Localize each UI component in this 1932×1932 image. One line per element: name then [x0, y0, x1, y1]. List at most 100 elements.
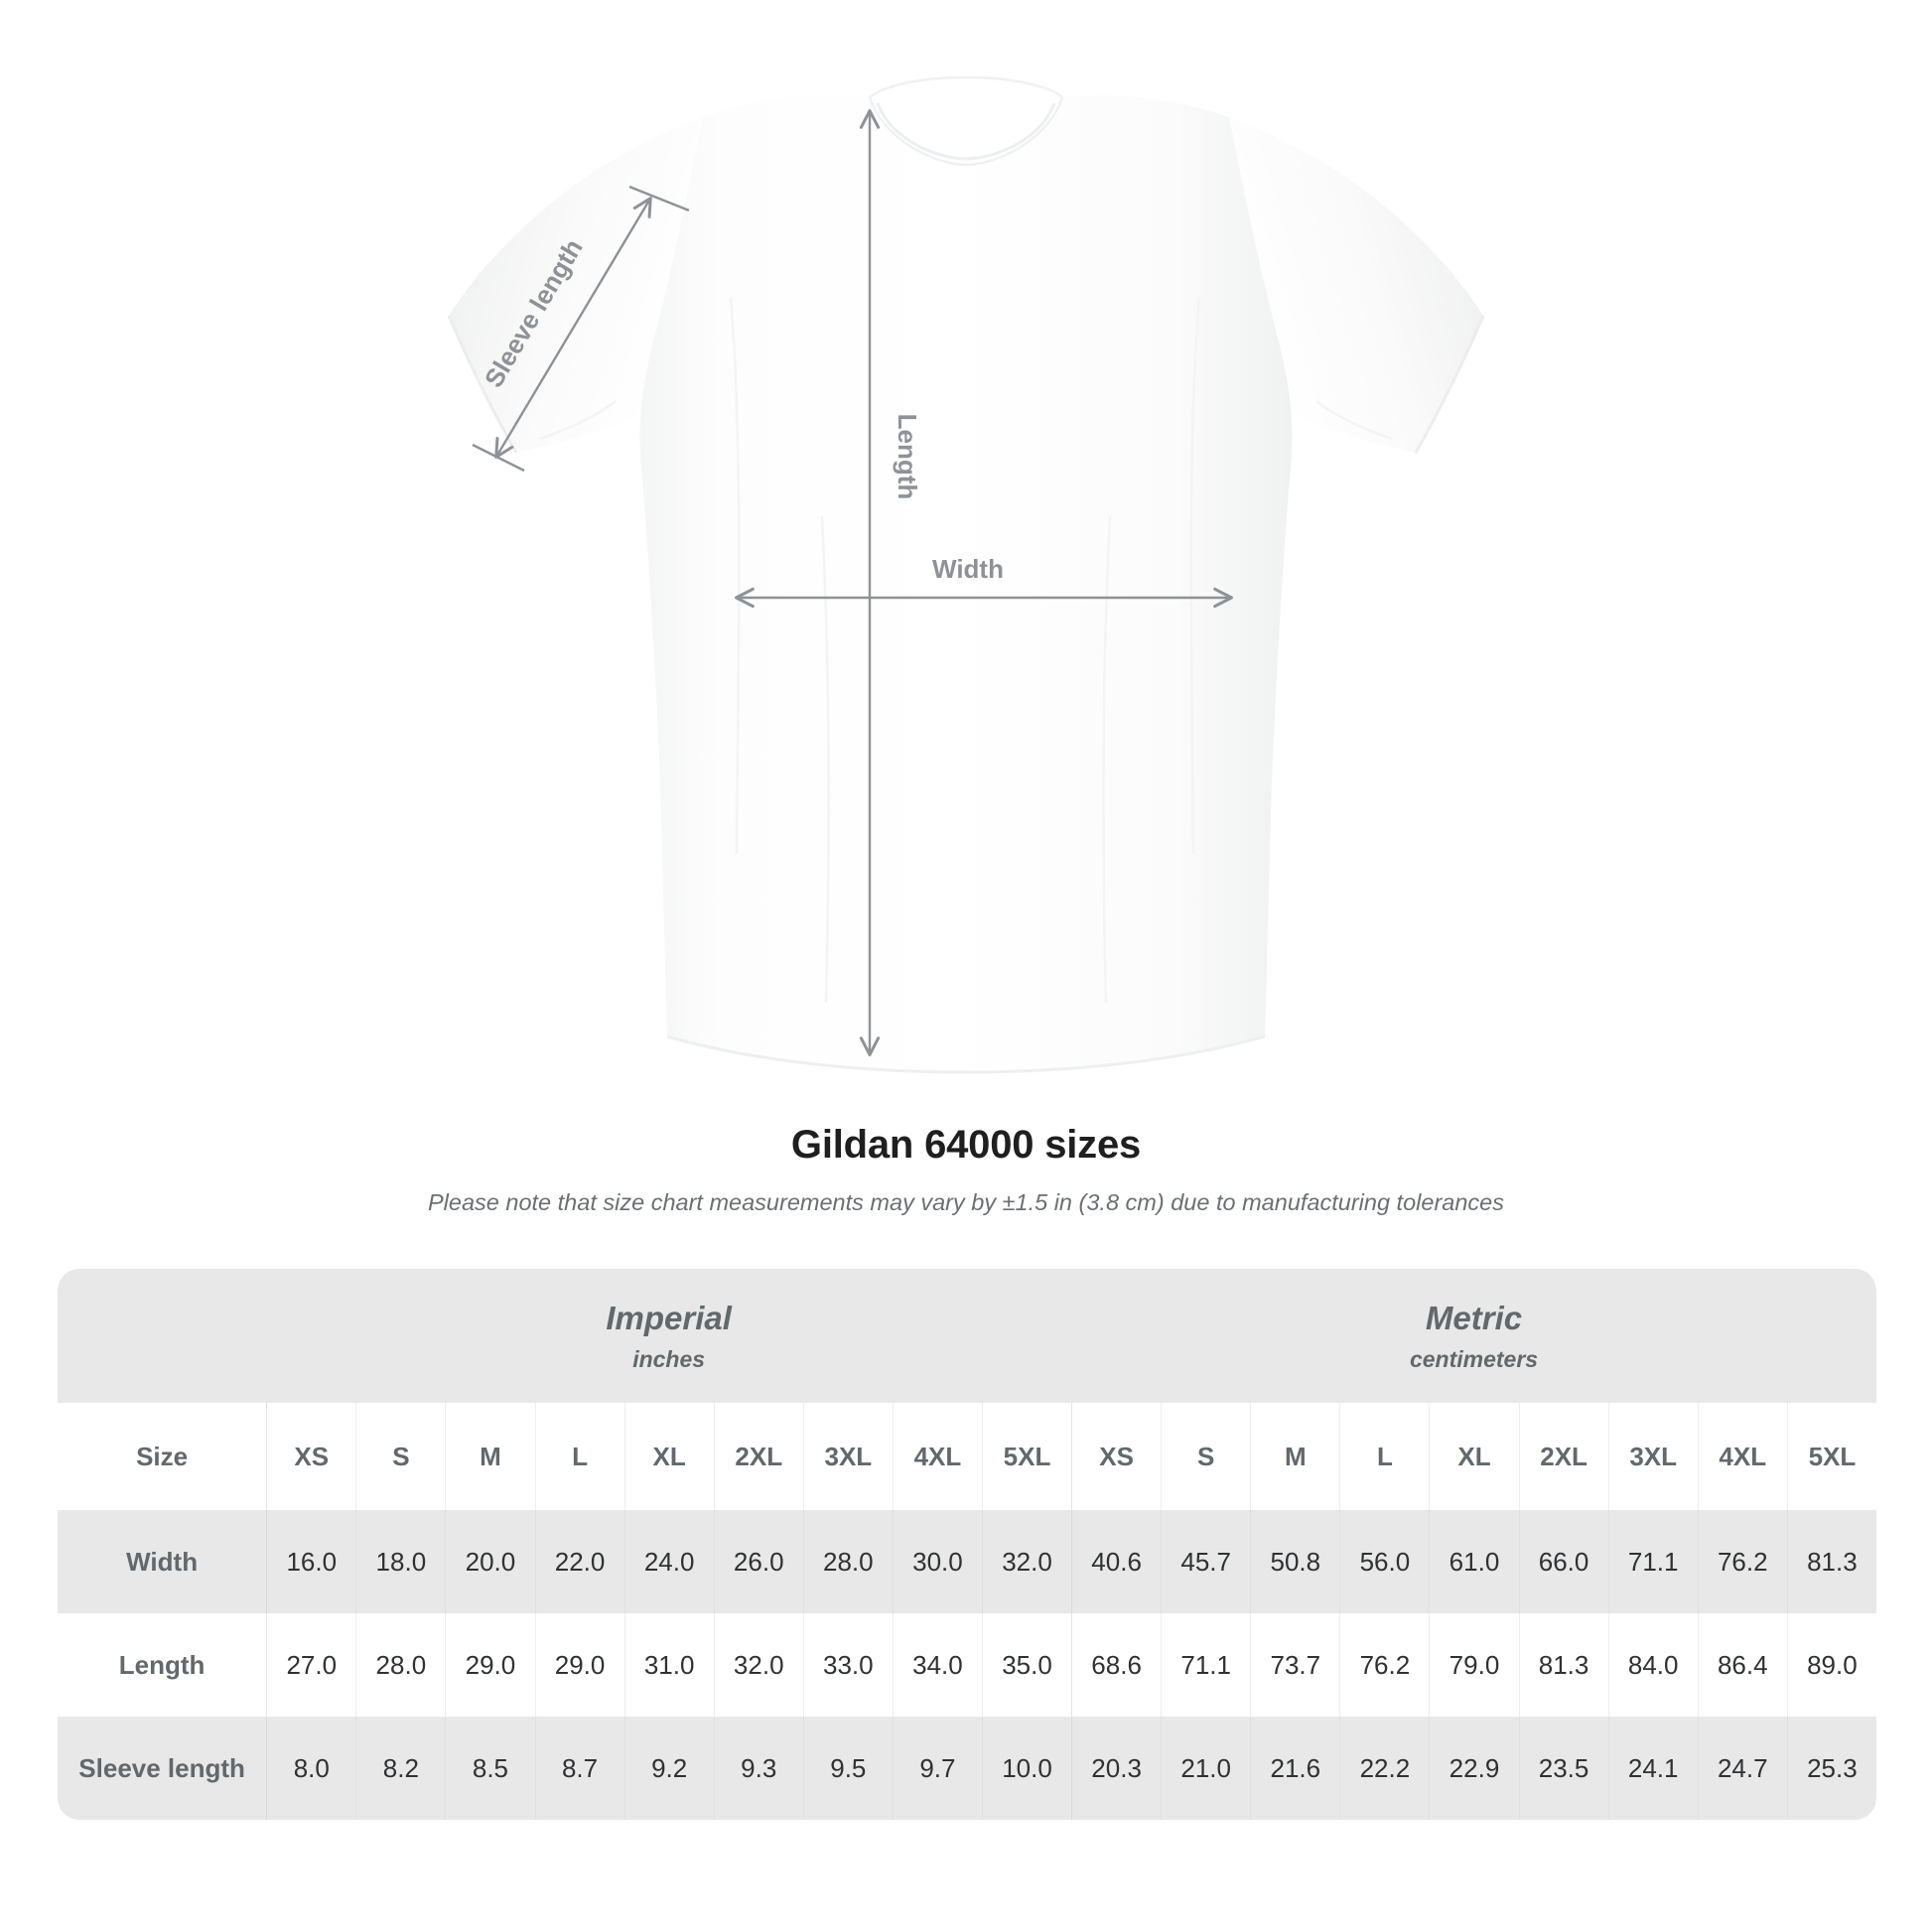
cell-length-imperial-m: 29.0 — [445, 1613, 535, 1717]
cell-sleeve-metric-xl: 22.9 — [1429, 1717, 1519, 1820]
cell-sleeve-metric-m: 21.6 — [1250, 1717, 1340, 1820]
row-label-sleeve-length: Sleeve length — [58, 1717, 267, 1820]
size-header-imperial-5xl: 5XL — [981, 1403, 1072, 1510]
cell-width-imperial-5xl: 32.0 — [981, 1510, 1072, 1613]
cell-sleeve-metric-l: 22.2 — [1339, 1717, 1430, 1820]
cell-width-metric-4xl: 76.2 — [1697, 1510, 1787, 1613]
cell-width-imperial-l: 22.0 — [534, 1510, 624, 1613]
size-table: Imperial inches Metric centimeters Size … — [58, 1269, 1876, 1820]
unit-sub-metric: centimeters — [1409, 1345, 1539, 1372]
cell-length-metric-xs: 68.6 — [1071, 1613, 1162, 1717]
table-row-sleeve-length: Sleeve length 8.0 8.2 8.5 8.7 9.2 9.3 9.… — [58, 1717, 1876, 1820]
cell-sleeve-imperial-5xl: 10.0 — [981, 1717, 1072, 1820]
cell-length-imperial-xl: 31.0 — [623, 1613, 714, 1717]
cell-length-imperial-xs: 27.0 — [266, 1613, 356, 1717]
cell-width-imperial-4xl: 30.0 — [892, 1510, 982, 1613]
cell-width-metric-xs: 40.6 — [1071, 1510, 1162, 1613]
size-header-metric-4xl: 4XL — [1697, 1403, 1787, 1510]
cell-sleeve-metric-5xl: 25.3 — [1786, 1717, 1876, 1820]
table-row-width: Width 16.0 18.0 20.0 22.0 24.0 26.0 28.0… — [58, 1510, 1876, 1613]
sleeve-guide-line — [496, 199, 650, 457]
size-header-metric-3xl: 3XL — [1607, 1403, 1698, 1510]
unit-header-metric: Metric centimeters — [1071, 1269, 1876, 1403]
cell-sleeve-metric-xs: 20.3 — [1071, 1717, 1162, 1820]
cell-length-metric-3xl: 84.0 — [1607, 1613, 1698, 1717]
page-title: Gildan 64000 sizes — [790, 1123, 1142, 1167]
row-label-width: Width — [58, 1510, 267, 1613]
cell-sleeve-metric-s: 21.0 — [1161, 1717, 1251, 1820]
cell-length-metric-xl: 79.0 — [1429, 1613, 1519, 1717]
cell-sleeve-metric-4xl: 24.7 — [1697, 1717, 1787, 1820]
row-label-length: Length — [58, 1613, 267, 1717]
cell-length-metric-m: 73.7 — [1250, 1613, 1340, 1717]
cell-width-metric-xl: 61.0 — [1429, 1510, 1519, 1613]
sleeve-tick-bottom — [472, 443, 525, 473]
cell-width-metric-5xl: 81.3 — [1786, 1510, 1876, 1613]
cell-width-metric-2xl: 66.0 — [1518, 1510, 1608, 1613]
cell-width-imperial-s: 18.0 — [355, 1510, 446, 1613]
unit-header-imperial: Imperial inches — [266, 1269, 1072, 1403]
cell-length-metric-5xl: 89.0 — [1786, 1613, 1876, 1717]
size-table-container: Imperial inches Metric centimeters Size … — [58, 1269, 1876, 1820]
cell-length-imperial-4xl: 34.0 — [892, 1613, 982, 1717]
measurement-guides — [472, 111, 1231, 1054]
cell-width-metric-3xl: 71.1 — [1607, 1510, 1698, 1613]
size-header-imperial-m: M — [445, 1403, 535, 1510]
size-header-imperial-l: L — [534, 1403, 624, 1510]
tolerance-note: Please note that size chart measurements… — [428, 1189, 1504, 1215]
size-header-metric-5xl: 5XL — [1786, 1403, 1876, 1510]
table-row-length: Length 27.0 28.0 29.0 29.0 31.0 32.0 33.… — [58, 1613, 1876, 1717]
cell-sleeve-imperial-4xl: 9.7 — [892, 1717, 982, 1820]
unit-sub-imperial: inches — [632, 1345, 706, 1372]
size-header-imperial-s: S — [355, 1403, 446, 1510]
size-header-imperial-xl: XL — [623, 1403, 714, 1510]
length-label: Length — [893, 414, 922, 500]
cell-sleeve-metric-3xl: 24.1 — [1607, 1717, 1698, 1820]
size-header-imperial-3xl: 3XL — [802, 1403, 893, 1510]
cell-sleeve-imperial-l: 8.7 — [534, 1717, 624, 1820]
cell-sleeve-imperial-s: 8.2 — [355, 1717, 446, 1820]
garment-diagram: Length Width Sleeve length — [447, 75, 1485, 1074]
cell-width-imperial-3xl: 28.0 — [802, 1510, 893, 1613]
cell-length-imperial-s: 28.0 — [355, 1613, 446, 1717]
cell-width-imperial-xl: 24.0 — [623, 1510, 714, 1613]
size-header-metric-xs: XS — [1071, 1403, 1162, 1510]
cell-width-imperial-xs: 16.0 — [266, 1510, 356, 1613]
cell-width-imperial-2xl: 26.0 — [713, 1510, 803, 1613]
unit-name-imperial: Imperial — [606, 1299, 732, 1336]
cell-length-imperial-3xl: 33.0 — [802, 1613, 893, 1717]
width-label: Width — [932, 554, 1004, 584]
cell-sleeve-metric-2xl: 23.5 — [1518, 1717, 1608, 1820]
size-header-metric-xl: XL — [1429, 1403, 1519, 1510]
size-header-imperial-4xl: 4XL — [892, 1403, 982, 1510]
size-header-imperial-2xl: 2XL — [713, 1403, 803, 1510]
cell-length-imperial-5xl: 35.0 — [981, 1613, 1072, 1717]
cell-width-metric-l: 56.0 — [1339, 1510, 1430, 1613]
size-header-metric-l: L — [1339, 1403, 1430, 1510]
size-header-imperial-xs: XS — [266, 1403, 356, 1510]
cell-width-metric-m: 50.8 — [1250, 1510, 1340, 1613]
cell-length-imperial-l: 29.0 — [534, 1613, 624, 1717]
cell-sleeve-imperial-xl: 9.2 — [623, 1717, 714, 1820]
cell-sleeve-imperial-m: 8.5 — [445, 1717, 535, 1820]
cell-sleeve-imperial-xs: 8.0 — [266, 1717, 356, 1820]
size-header-metric-s: S — [1161, 1403, 1251, 1510]
chart-heading: Gildan 64000 sizes Please note that size… — [0, 1120, 1932, 1218]
unit-name-metric: Metric — [1425, 1299, 1523, 1336]
cell-width-imperial-m: 20.0 — [445, 1510, 535, 1613]
cell-length-metric-s: 71.1 — [1161, 1613, 1251, 1717]
sleeve-tick-top — [628, 185, 690, 212]
cell-sleeve-imperial-3xl: 9.5 — [802, 1717, 893, 1820]
size-header-row: Size XS S M L XL 2XL 3XL 4XL 5XL XS S M … — [58, 1403, 1876, 1510]
row-label-size: Size — [58, 1403, 267, 1510]
cell-width-metric-s: 45.7 — [1161, 1510, 1251, 1613]
unit-row-spacer — [58, 1269, 267, 1403]
unit-header-row: Imperial inches Metric centimeters — [58, 1269, 1876, 1403]
cell-length-imperial-2xl: 32.0 — [713, 1613, 803, 1717]
size-header-metric-m: M — [1250, 1403, 1340, 1510]
size-header-metric-2xl: 2XL — [1518, 1403, 1608, 1510]
cell-length-metric-4xl: 86.4 — [1697, 1613, 1787, 1717]
cell-sleeve-imperial-2xl: 9.3 — [713, 1717, 803, 1820]
cell-length-metric-2xl: 81.3 — [1518, 1613, 1608, 1717]
